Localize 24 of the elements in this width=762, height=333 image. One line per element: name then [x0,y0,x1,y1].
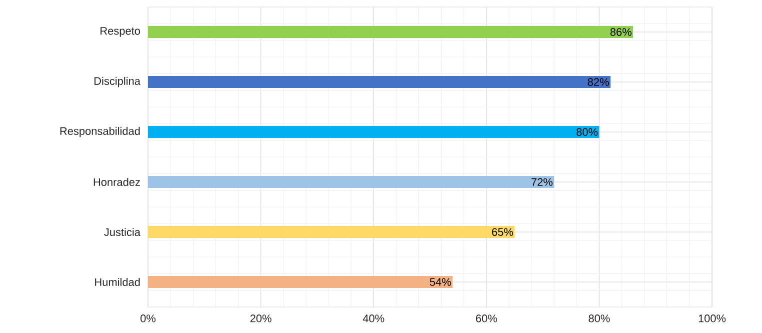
y-tick-label: Humildad [95,278,140,286]
y-tick-label: Disciplina [94,76,140,88]
x-tick-label: 40% [362,314,384,322]
y-tick-label: Respeto [100,27,140,37]
data-label: 86% [610,28,632,36]
bar [148,126,600,138]
bar [148,176,554,188]
x-tick-label: 100% [698,314,726,322]
data-label: 54% [430,278,451,286]
bar [148,276,453,288]
y-tick-label: Honradez [94,178,140,186]
y-tick-label: Justicia [104,228,140,236]
y-tick-label: Responsabilidad [60,126,140,138]
bar [148,26,634,38]
data-label: 80% [576,128,598,136]
data-label: 65% [492,228,514,236]
bar [148,76,610,88]
data-label: 82% [588,78,609,86]
x-tick-label: 20% [250,314,272,322]
data-label: 72% [532,178,552,186]
bar [148,226,515,238]
x-tick-label: 0% [140,314,156,322]
x-tick-label: 80% [588,314,610,322]
x-tick-label: 60% [476,314,497,322]
